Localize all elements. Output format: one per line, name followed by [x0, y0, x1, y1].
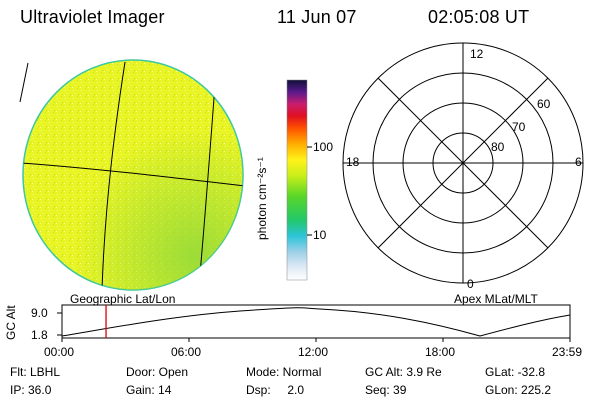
- lat-70-label: 70: [512, 120, 526, 134]
- mlt-0-label: 0: [467, 277, 474, 291]
- date-label: 11 Jun 07: [277, 7, 357, 27]
- mlt-6-label: 6: [575, 155, 582, 169]
- ip-info: IP: 36.0: [10, 383, 52, 397]
- x-tick-0600: 06:00: [171, 345, 202, 359]
- glat-info: GLat: -32.8: [485, 365, 546, 379]
- stray-grid-line: [19, 62, 29, 103]
- colorbar-tick-100: 100: [313, 140, 334, 154]
- x-tick-1200: 12:00: [298, 345, 329, 359]
- x-tick-0000: 00:00: [44, 345, 75, 359]
- lat-80-label: 80: [491, 140, 505, 154]
- lat-60-label: 60: [537, 97, 551, 111]
- app-title: Ultraviolet Imager: [20, 7, 165, 27]
- gain-info: Gain: 14: [126, 383, 172, 397]
- time-label: 02:05:08 UT: [428, 7, 530, 27]
- geographic-label: Geographic Lat/Lon: [70, 292, 176, 306]
- uv-image-disk: [22, 59, 244, 291]
- flt-info: Flt: LBHL: [10, 365, 61, 379]
- y-tick-bottom: 1.8: [31, 328, 48, 342]
- x-tick-2359: 23:59: [552, 345, 583, 359]
- colorbar-tick-10: 10: [313, 228, 327, 242]
- geographic-grid: [23, 61, 243, 290]
- x-tick-1800: 18:00: [425, 345, 456, 359]
- mode-info: Mode: Normal: [246, 365, 322, 379]
- orbit-plot: [57, 304, 571, 342]
- door-info: Door: Open: [126, 365, 189, 379]
- mlt-12-label: 12: [470, 47, 484, 61]
- seq-info: Seq: 39: [365, 383, 407, 397]
- y-tick-top: 9.0: [31, 306, 48, 320]
- apex-label: Apex MLat/MLT: [454, 292, 538, 306]
- gc-alt-info: GC Alt: 3.9 Re: [365, 365, 442, 379]
- gc-alt-axis-label: GC Alt: [4, 305, 18, 340]
- colorbar: [286, 79, 312, 281]
- colorbar-unit-label: photon cm⁻²s⁻¹: [255, 157, 269, 240]
- glon-info: GLon: 225.2: [485, 383, 552, 397]
- dsp-info: Dsp: 2.0: [246, 383, 305, 397]
- mlt-18-label: 18: [346, 155, 360, 169]
- polar-grid: [342, 42, 584, 284]
